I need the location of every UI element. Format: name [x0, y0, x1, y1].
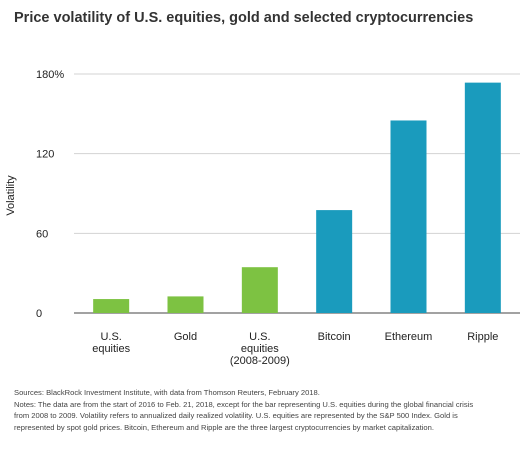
bar — [390, 120, 427, 313]
bar — [316, 210, 353, 313]
x-tick-label: Ripple — [467, 331, 498, 343]
x-tick-label-line: equities — [241, 343, 279, 355]
chart-title: Price volatility of U.S. equities, gold … — [14, 10, 474, 26]
y-tick-label: 120 — [36, 149, 54, 161]
chart-footnote: Sources: BlackRock Investment Institute,… — [14, 387, 519, 433]
footnote-notes-line-3: represented by spot gold prices. Bitcoin… — [14, 422, 434, 432]
x-tick-label: Bitcoin — [318, 331, 351, 343]
y-tick-label: 0 — [36, 308, 42, 320]
bar — [241, 267, 278, 313]
x-tick-label-line: (2008-2009) — [230, 355, 290, 367]
y-tick-label: 60 — [36, 228, 48, 240]
bar — [167, 296, 204, 313]
x-tick-label-line: U.S. — [100, 331, 121, 343]
x-tick-label-line: U.S. — [249, 331, 270, 343]
footnote-sources: Sources: BlackRock Investment Institute,… — [14, 388, 320, 397]
x-tick-label-line: Gold — [174, 331, 197, 343]
x-tick-label: U.S. equities — [92, 331, 130, 355]
x-tick-label-line: Bitcoin — [318, 331, 351, 343]
footnote-notes-line-2: from 2008 to 2009. Volatility refers to … — [14, 411, 458, 421]
bar — [93, 299, 130, 313]
y-tick-label: 180% — [36, 69, 64, 81]
bar — [464, 82, 501, 313]
x-tick-label-line: Ripple — [467, 331, 498, 343]
x-tick-label: Ethereum — [385, 331, 433, 343]
x-tick-label-line: equities — [92, 343, 130, 355]
x-tick-label-line: Ethereum — [385, 331, 433, 343]
x-tick-label: Gold — [174, 331, 197, 343]
x-tick-label: U.S. equities (2008-2009) — [230, 331, 290, 367]
y-axis-label: Volatility — [5, 175, 17, 216]
footnote-notes-line-1: Notes: The data are from the start of 20… — [14, 399, 474, 409]
